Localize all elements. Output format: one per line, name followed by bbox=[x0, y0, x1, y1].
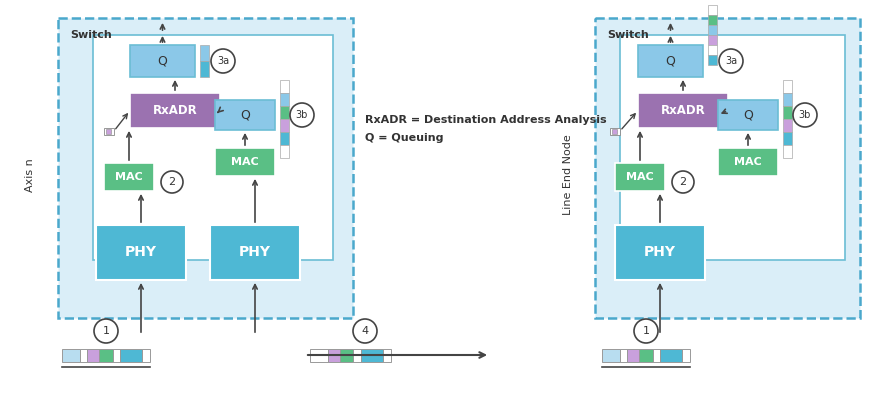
Text: RxADR: RxADR bbox=[152, 104, 197, 117]
Text: 3a: 3a bbox=[216, 56, 229, 66]
Bar bbox=[215, 100, 275, 130]
Bar bbox=[382, 349, 390, 362]
Bar bbox=[707, 45, 716, 55]
Bar bbox=[353, 349, 361, 362]
Bar bbox=[120, 349, 142, 362]
Bar bbox=[707, 25, 716, 35]
Bar bbox=[717, 100, 777, 130]
Bar bbox=[681, 349, 689, 362]
Bar bbox=[96, 225, 186, 280]
Bar bbox=[280, 106, 289, 119]
Bar bbox=[104, 163, 154, 191]
Bar bbox=[611, 129, 616, 134]
Bar bbox=[707, 55, 716, 65]
Bar bbox=[200, 45, 209, 61]
Text: Q: Q bbox=[157, 54, 167, 68]
Circle shape bbox=[634, 319, 657, 343]
Circle shape bbox=[353, 319, 376, 343]
Bar bbox=[215, 148, 275, 176]
Text: PHY: PHY bbox=[643, 246, 675, 260]
Bar bbox=[361, 349, 382, 362]
Bar bbox=[62, 349, 80, 362]
Bar bbox=[280, 93, 289, 106]
Text: MAC: MAC bbox=[115, 172, 143, 182]
Bar bbox=[309, 349, 328, 362]
Text: MAC: MAC bbox=[231, 157, 259, 167]
Bar bbox=[99, 349, 113, 362]
Bar bbox=[614, 225, 704, 280]
Text: 1: 1 bbox=[642, 326, 649, 336]
Bar bbox=[717, 148, 777, 176]
Text: Switch: Switch bbox=[607, 30, 648, 40]
Text: Switch: Switch bbox=[70, 30, 111, 40]
Bar bbox=[707, 15, 716, 25]
Text: Q: Q bbox=[240, 108, 249, 122]
Text: Line End Node: Line End Node bbox=[562, 135, 573, 215]
Text: 2: 2 bbox=[169, 177, 176, 187]
Bar bbox=[660, 349, 681, 362]
Bar bbox=[620, 349, 627, 362]
Bar bbox=[58, 18, 353, 318]
Bar bbox=[129, 93, 220, 128]
Bar bbox=[340, 349, 353, 362]
Text: 3a: 3a bbox=[724, 56, 736, 66]
Circle shape bbox=[289, 103, 314, 127]
Bar bbox=[782, 145, 791, 158]
Circle shape bbox=[792, 103, 816, 127]
Text: 1: 1 bbox=[103, 326, 109, 336]
Circle shape bbox=[94, 319, 118, 343]
Bar bbox=[627, 349, 638, 362]
Bar bbox=[782, 93, 791, 106]
Text: RxADR: RxADR bbox=[660, 104, 705, 117]
Bar bbox=[280, 145, 289, 158]
Text: 2: 2 bbox=[679, 177, 686, 187]
Text: MAC: MAC bbox=[626, 172, 653, 182]
Bar bbox=[80, 349, 87, 362]
Bar bbox=[280, 119, 289, 132]
Text: 4: 4 bbox=[361, 326, 368, 336]
Bar bbox=[637, 45, 702, 77]
Bar bbox=[209, 225, 300, 280]
Bar bbox=[129, 45, 195, 77]
Bar bbox=[707, 35, 716, 45]
Bar bbox=[594, 18, 859, 318]
Bar bbox=[638, 349, 653, 362]
Text: 3b: 3b bbox=[295, 110, 308, 120]
Bar bbox=[93, 35, 333, 260]
Text: PHY: PHY bbox=[239, 246, 270, 260]
Bar bbox=[782, 119, 791, 132]
Bar bbox=[328, 349, 340, 362]
Circle shape bbox=[671, 171, 693, 193]
Bar bbox=[782, 132, 791, 145]
Text: PHY: PHY bbox=[125, 246, 156, 260]
Text: MAC: MAC bbox=[733, 157, 761, 167]
Bar bbox=[653, 349, 660, 362]
Bar bbox=[782, 106, 791, 119]
Text: Q: Q bbox=[665, 54, 674, 68]
Bar bbox=[620, 35, 844, 260]
Bar bbox=[113, 349, 120, 362]
Bar bbox=[280, 80, 289, 93]
Bar bbox=[142, 349, 149, 362]
Bar bbox=[782, 80, 791, 93]
Text: RxADR = Destination Address Analysis: RxADR = Destination Address Analysis bbox=[365, 115, 606, 125]
Bar bbox=[609, 128, 620, 135]
Circle shape bbox=[211, 49, 235, 73]
Text: 3b: 3b bbox=[798, 110, 810, 120]
Bar bbox=[707, 5, 716, 15]
Bar bbox=[200, 61, 209, 77]
Bar bbox=[637, 93, 727, 128]
Circle shape bbox=[161, 171, 182, 193]
Circle shape bbox=[718, 49, 742, 73]
Bar bbox=[280, 132, 289, 145]
Text: Axis n: Axis n bbox=[25, 158, 35, 192]
Text: Q: Q bbox=[742, 108, 752, 122]
Bar bbox=[601, 349, 620, 362]
Bar bbox=[106, 129, 111, 134]
Text: Q = Queuing: Q = Queuing bbox=[365, 133, 443, 143]
Bar bbox=[104, 128, 114, 135]
Bar bbox=[87, 349, 99, 362]
Bar bbox=[614, 163, 664, 191]
